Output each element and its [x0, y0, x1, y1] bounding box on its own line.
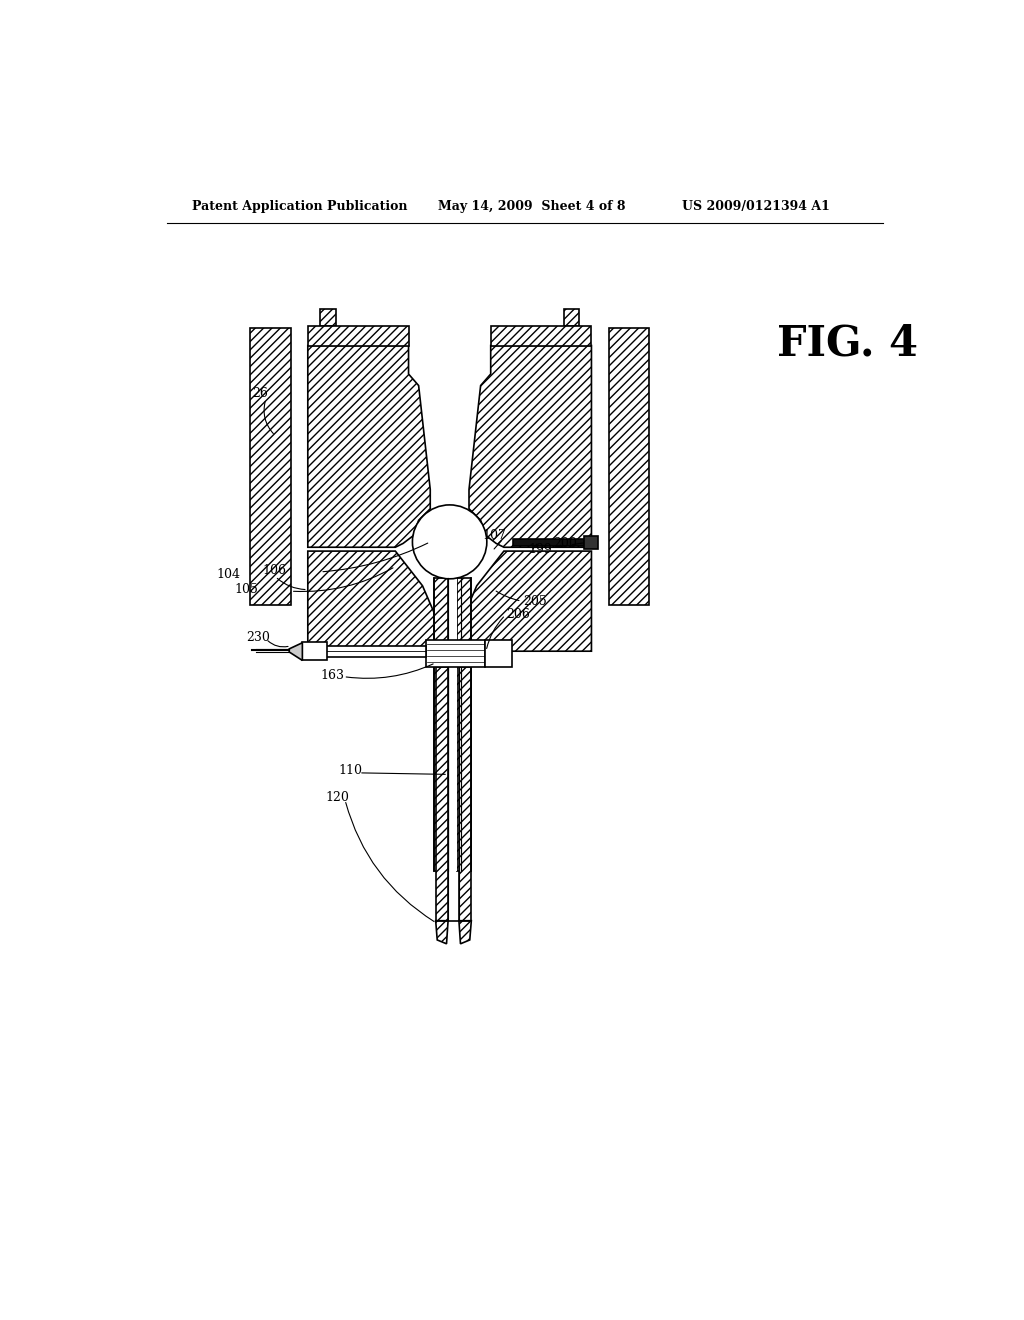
- Bar: [434, 578, 449, 871]
- Polygon shape: [308, 552, 438, 651]
- Polygon shape: [469, 346, 592, 548]
- Text: 104: 104: [216, 568, 241, 581]
- Text: 105: 105: [234, 583, 258, 597]
- Text: 230: 230: [246, 631, 269, 644]
- Bar: [484, 640, 512, 667]
- Bar: [426, 640, 484, 667]
- Text: May 14, 2009  Sheet 4 of 8: May 14, 2009 Sheet 4 of 8: [438, 199, 626, 213]
- Polygon shape: [435, 921, 449, 944]
- Bar: [435, 667, 449, 921]
- Text: 200: 200: [553, 537, 577, 550]
- Bar: [449, 578, 458, 871]
- Polygon shape: [459, 921, 471, 944]
- Polygon shape: [289, 643, 302, 660]
- Text: FIG. 4: FIG. 4: [777, 322, 919, 364]
- Text: 106: 106: [263, 564, 287, 577]
- Bar: [302, 642, 328, 660]
- Bar: [251, 327, 291, 605]
- Text: 120: 120: [326, 791, 349, 804]
- Bar: [321, 309, 336, 326]
- Text: 163: 163: [321, 669, 344, 682]
- Text: 205: 205: [523, 594, 547, 607]
- Text: Patent Application Publication: Patent Application Publication: [191, 199, 408, 213]
- Text: 110: 110: [339, 764, 362, 777]
- Circle shape: [413, 506, 486, 579]
- Text: 26: 26: [252, 387, 268, 400]
- Text: 199: 199: [528, 543, 552, 556]
- Bar: [563, 309, 579, 326]
- Text: 206: 206: [506, 607, 530, 620]
- Bar: [608, 327, 649, 605]
- Bar: [459, 667, 471, 921]
- Bar: [458, 578, 471, 871]
- Bar: [584, 536, 598, 549]
- Polygon shape: [308, 346, 430, 548]
- Bar: [490, 326, 592, 346]
- Bar: [326, 645, 426, 656]
- Polygon shape: [461, 552, 592, 651]
- Text: 107: 107: [482, 529, 506, 543]
- Bar: [513, 539, 587, 545]
- Bar: [308, 326, 409, 346]
- Text: US 2009/0121394 A1: US 2009/0121394 A1: [682, 199, 830, 213]
